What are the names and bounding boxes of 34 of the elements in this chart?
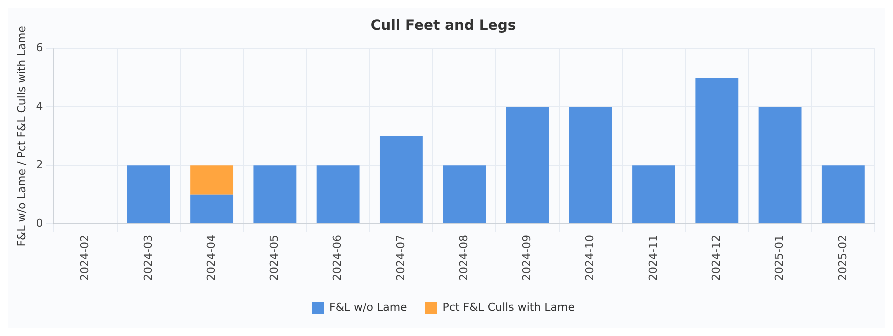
x-tick-label: 2024-03 [142, 235, 155, 282]
bar [443, 166, 486, 224]
x-tick-label: 2024-12 [710, 235, 724, 282]
y-tick-label: 4 [36, 100, 44, 114]
y-tick-label: 2 [36, 158, 44, 172]
bar [822, 166, 865, 224]
bar [316, 166, 360, 224]
legend-label: F&L w/o Lame [329, 300, 408, 314]
bar [380, 136, 423, 224]
bar [569, 107, 612, 224]
bar [254, 166, 297, 224]
x-tick-label: 2024-09 [520, 235, 534, 282]
x-tick-label: 2024-06 [331, 235, 344, 282]
legend-label: Pct F&L Culls with Lame [442, 300, 576, 314]
x-tick-label: 2024-08 [457, 235, 470, 282]
chart-title: Cull Feet and Legs [370, 18, 516, 34]
x-tick-label: 2025-01 [773, 235, 786, 282]
x-tick-label: 2024-04 [204, 235, 218, 282]
bar [190, 194, 234, 224]
bar [632, 166, 676, 224]
y-tick-label: 6 [36, 42, 44, 55]
y-tick-label: 0 [36, 216, 44, 230]
x-tick-label: 2025-02 [836, 235, 850, 282]
x-tick-label: 2024-05 [268, 235, 282, 282]
x-tick-label: 2024-11 [646, 235, 660, 282]
x-tick-label: 2024-02 [78, 235, 92, 282]
x-tick-label: 2024-07 [394, 235, 408, 282]
y-axis-title: F&L w/o Lame / Pct F&L Culls with Lame [15, 26, 28, 247]
x-tick-label: 2024-10 [584, 235, 597, 282]
bar [506, 107, 550, 224]
bar [696, 78, 739, 224]
bar [190, 166, 234, 195]
bar [758, 107, 802, 224]
bar [127, 166, 170, 224]
